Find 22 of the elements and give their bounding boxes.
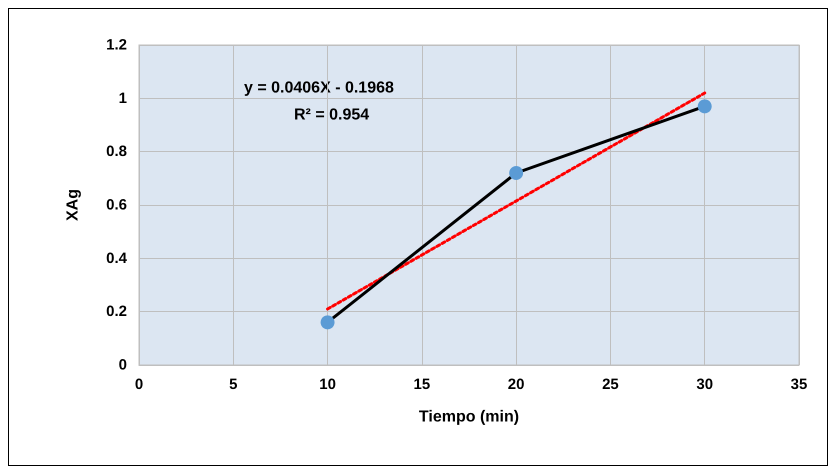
x-tick-label: 30: [696, 376, 714, 393]
y-tick-label: 0: [118, 356, 127, 374]
x-tick-label: 35: [790, 376, 808, 393]
x-tick-label: 15: [414, 376, 430, 393]
x-tick-label: 5: [229, 376, 238, 393]
x-tick-label: 0: [134, 376, 144, 393]
x-axis-title: Tiempo (min): [418, 408, 520, 426]
x-tick-label: 10: [319, 376, 336, 393]
y-tick-label: 0.6: [106, 196, 127, 214]
point: [698, 99, 712, 114]
y-tick-label: 0.2: [106, 303, 127, 320]
annotation: R² = 0.954: [294, 106, 370, 124]
y-tick-label: 1: [118, 90, 127, 107]
point: [509, 166, 524, 180]
x-tick-label: 20: [508, 376, 524, 393]
x-tick-label: 25: [602, 376, 619, 393]
annotation: y = 0.0406X - 0.1968: [244, 80, 394, 96]
point: [320, 315, 335, 330]
y-axis-title: XAg: [64, 189, 82, 221]
y-tick-label: 1.2: [106, 36, 127, 54]
y-tick-label: 0.4: [106, 250, 128, 267]
y-tick-label: 0.8: [106, 143, 127, 160]
